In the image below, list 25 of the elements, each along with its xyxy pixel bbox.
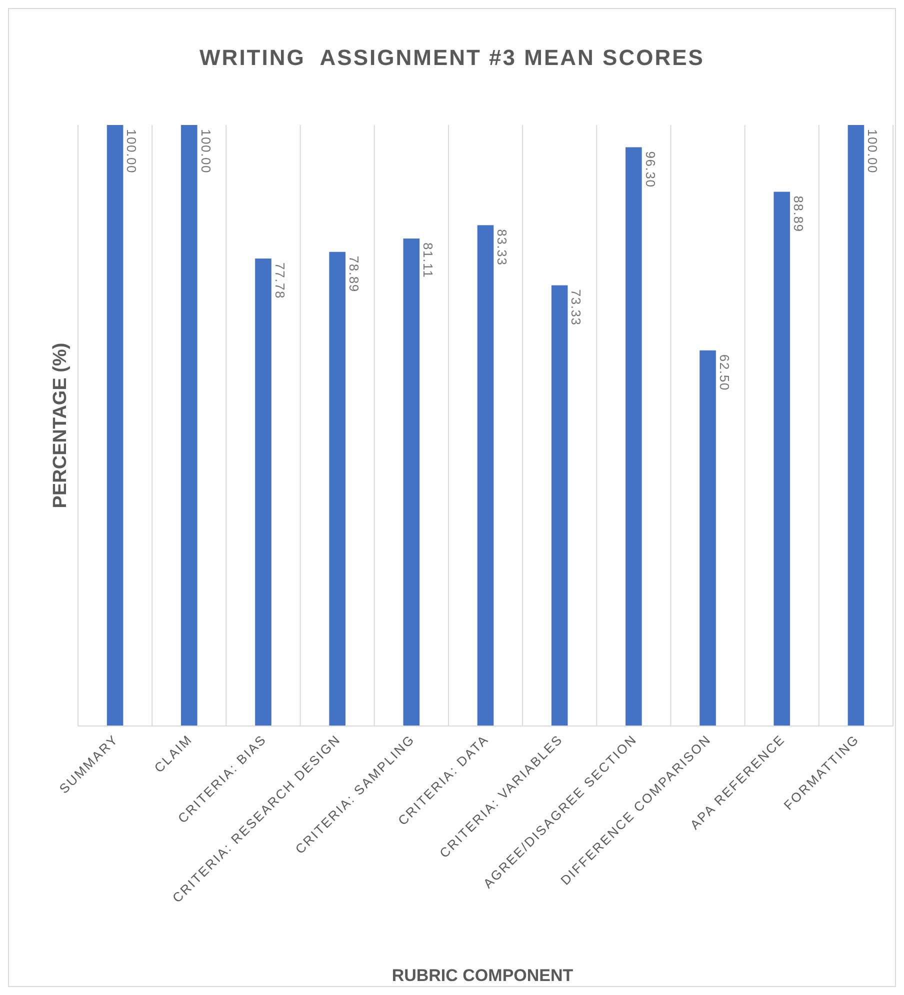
bar	[774, 192, 790, 726]
data-label: 78.89	[346, 256, 362, 292]
chart-title: WRITING ASSIGNMENT #3 MEAN SCORES	[200, 45, 704, 70]
bar	[551, 285, 568, 726]
bar	[700, 350, 716, 726]
bar	[180, 125, 198, 726]
data-label: 73.33	[568, 289, 584, 326]
bar	[255, 258, 272, 726]
data-label: 100.00	[124, 129, 140, 174]
data-label: 83.33	[494, 229, 510, 266]
data-label: 81.11	[420, 242, 436, 278]
data-label: 77.78	[272, 262, 288, 300]
bar	[848, 125, 864, 726]
x-axis-title: RUBRIC COMPONENT	[392, 966, 574, 985]
data-label: 88.89	[791, 196, 806, 232]
data-label: 62.50	[716, 354, 732, 391]
data-label: 100.00	[198, 129, 214, 174]
bar	[477, 225, 494, 726]
bar	[403, 238, 420, 726]
data-label: 96.30	[642, 151, 658, 188]
data-label: 100.00	[865, 129, 880, 174]
bar	[106, 125, 124, 726]
bar	[626, 147, 642, 726]
y-axis-title: PERCENTAGE (%)	[50, 342, 71, 508]
bar	[329, 252, 346, 726]
